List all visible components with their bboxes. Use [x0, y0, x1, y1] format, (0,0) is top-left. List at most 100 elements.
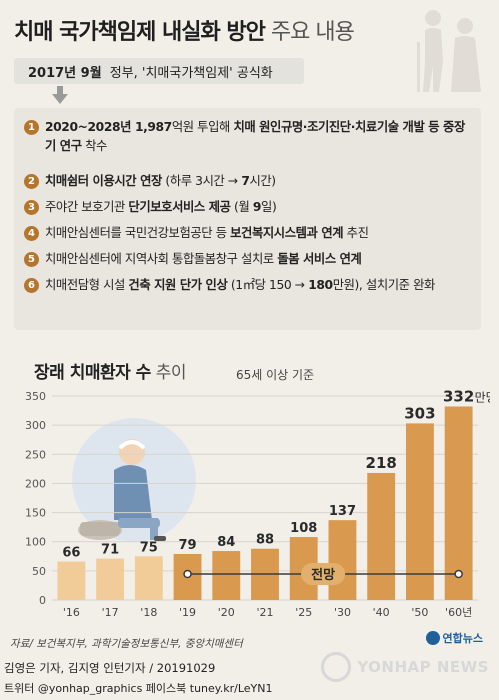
bar-value-label: 108 [290, 521, 317, 536]
y-tick-label: 300 [25, 419, 46, 432]
measure-text-part: (월 [230, 200, 253, 214]
bar-value-label: 218 [366, 454, 397, 472]
yonhap-logo-small: 연합뉴스 [425, 630, 483, 646]
measure-text: 치매안심센터를 국민건강보험공단 등 보건복지시스템과 연계 추진 [45, 224, 475, 243]
bar-value-label: 137 [329, 504, 356, 519]
chart-title-light: 추이 [150, 363, 187, 383]
measure-text-bold: 7 [241, 174, 250, 188]
measure-number-badge: 3 [24, 200, 39, 215]
bar [367, 472, 396, 600]
measure-number-badge: 2 [24, 174, 39, 189]
measure-text-part: (하루 3시간 → [161, 174, 242, 188]
measure-item: 4 치매안심센터를 국민건강보험공단 등 보건복지시스템과 연계 추진 [24, 224, 475, 243]
bar-value-label: 71 [101, 543, 119, 558]
x-tick-label: '30 [334, 606, 351, 619]
measure-text-bold: 치매쉼터 이용시간 연장 [45, 174, 162, 188]
title-bold: 치매 국가책임제 내실화 방안 [14, 20, 266, 45]
y-tick-label: 200 [25, 477, 46, 490]
measure-item: 1 2020~2028년 1,987억원 투입해 치매 원인규명·조기진단·치료기… [24, 118, 475, 156]
measure-text-part: 치매안심센터를 국민건강보험공단 등 [45, 226, 231, 240]
bar-value-label: 303 [404, 404, 435, 422]
announcement-date: 2017년 9월 [28, 65, 102, 81]
forecast-label: 전망 [311, 567, 335, 583]
measure-text-bold: 건축 지원 단가 인상 [128, 278, 228, 292]
forecast-end-dot [454, 569, 463, 579]
measure-text-part: 착수 [81, 139, 107, 153]
y-tick-label: 250 [25, 448, 46, 461]
announcement-text: 정부, '치매국가책임제' 공식화 [109, 65, 273, 81]
x-tick-label: '50 [411, 606, 428, 619]
yonhap-logo-icon [425, 631, 440, 645]
x-tick-label: '19 [179, 606, 196, 619]
x-tick-label: '25 [295, 606, 312, 619]
measure-text-bold: 치매 원인규명·조기진단·치료기술 개발 등 중장기 연구 [45, 120, 465, 153]
elderly-couple-icon [417, 10, 481, 92]
measure-text: 치매안심센터에 지역사회 통합돌봄창구 설치로 돌봄 서비스 연계 [45, 250, 475, 269]
measure-text-bold: 돌봄 서비스 연계 [277, 252, 362, 266]
watermark-logo-icon [321, 652, 352, 682]
yonhap-logo-text: 연합뉴스 [442, 632, 483, 645]
dementia-patients-bar-chart: 0 50 100 150 200 250 300 350 66 '16 71 '17 75 '18 79 '1… [25, 387, 490, 619]
measure-text-part: 만원), 설치기준 완화 [332, 278, 436, 292]
forecast-start-dot [183, 569, 192, 579]
bar [444, 406, 473, 600]
x-tick-label: '21 [256, 606, 273, 619]
bar-value-label: 75 [140, 540, 158, 555]
y-tick-label: 100 [25, 536, 46, 549]
chart-panel: 0 50 100 150 200 250 300 350 66 '16 71 '17 75 '18 79 '1… [14, 352, 490, 620]
down-arrow-icon [52, 86, 68, 104]
measure-text-part: 추진 [343, 226, 369, 240]
bar [328, 520, 357, 600]
bar [57, 561, 86, 600]
bar-value-label: 332 [443, 387, 474, 405]
measure-item: 3 주야간 보호기관 단기보호서비스 제공 (월 9일) [24, 198, 475, 217]
measure-text-bold: 180 [308, 278, 333, 292]
page-title: 치매 국가책임제 내실화 방안 주요 내용 [14, 14, 355, 46]
measure-text: 치매쉼터 이용시간 연장 (하루 3시간 → 7시간) [45, 172, 475, 191]
measure-text-bold: 단기보호서비스 제공 [128, 200, 231, 214]
chart-note: 65세 이상 기준 [236, 368, 315, 382]
credit-line-2: 트위터 @yonhap_graphics 페이스북 tuney.kr/LeYN1 [4, 682, 273, 695]
measure-number-badge: 4 [24, 226, 39, 241]
measures-list: 1 2020~2028년 1,987억원 투입해 치매 원인규명·조기진단·치료기… [14, 108, 481, 330]
bar-value-label: 79 [178, 538, 196, 553]
announcement-box: 2017년 9월 정부, '치매국가책임제' 공식화 [14, 58, 304, 84]
measure-text-bold: 2020~2028년 1,987 [45, 120, 172, 134]
x-tick-label: '16 [63, 606, 80, 619]
measure-text-part: 치매안심센터에 지역사회 통합돌봄창구 설치로 [45, 252, 278, 266]
measure-text-part: 억원 투입해 [171, 120, 234, 134]
bar [405, 423, 434, 600]
measure-text-bold: 보건복지시스템과 연계 [230, 226, 344, 240]
credit-line-1: 김영은 기자, 김지영 인턴기자 / 20191029 [4, 661, 216, 675]
measure-item: 5 치매안심센터에 지역사회 통합돌봄창구 설치로 돌봄 서비스 연계 [24, 250, 475, 269]
x-tick-label: '20 [218, 606, 235, 619]
x-tick-label: '40 [373, 606, 390, 619]
y-tick-label: 350 [25, 390, 46, 403]
title-light: 주요 내용 [264, 20, 355, 45]
y-tick-label: 0 [39, 594, 46, 607]
x-tick-label: '17 [102, 606, 119, 619]
bar [134, 556, 163, 600]
measure-text: 치매전담형 시설 건축 지원 단가 인상 (1㎡당 150 → 180만원), … [45, 276, 475, 295]
source-text: 자료/ 보건복지부, 과학기술정보통신부, 중앙치매센터 [10, 638, 243, 650]
measure-number-badge: 6 [24, 278, 39, 293]
measure-text: 2020~2028년 1,987억원 투입해 치매 원인규명·조기진단·치료기술… [45, 118, 475, 156]
measure-text-part: 시간) [249, 174, 276, 188]
sad-elderly-man-illustration [72, 418, 196, 542]
measure-text-part: (1㎡당 150 → [227, 278, 309, 292]
bar-value-label: 66 [62, 546, 80, 561]
bar [96, 558, 125, 600]
y-tick-label: 50 [32, 565, 46, 578]
measure-number-badge: 1 [24, 120, 39, 135]
measure-item: 6 치매전담형 시설 건축 지원 단가 인상 (1㎡당 150 → 180만원),… [24, 276, 475, 295]
x-tick-label: '18 [140, 606, 157, 619]
measure-number-badge: 5 [24, 252, 39, 267]
bar-value-label: 84 [217, 535, 235, 550]
watermark: YONHAP NEWS [321, 652, 489, 682]
x-tick-label: '60년 [445, 606, 472, 619]
bar-value-label: 88 [256, 533, 274, 548]
watermark-text: YONHAP NEWS [357, 658, 489, 676]
measure-text-part: 치매전담형 시설 [45, 278, 129, 292]
chart-title-bold: 장래 치매환자 수 [34, 363, 151, 383]
